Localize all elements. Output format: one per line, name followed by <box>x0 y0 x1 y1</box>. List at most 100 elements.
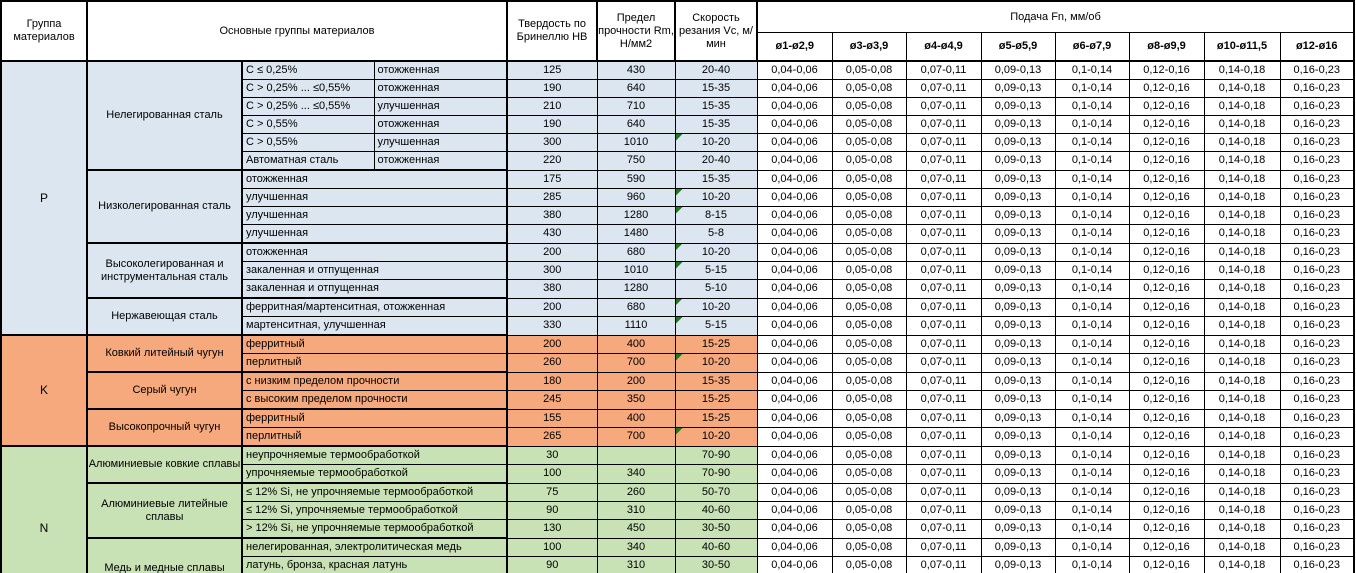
vc-value[interactable]: 10-20 <box>674 297 758 317</box>
feed-value[interactable]: 0,14-0,18 <box>1203 371 1281 391</box>
feed-value[interactable]: 0,1-0,14 <box>1054 188 1130 207</box>
feed-value[interactable]: 0,07-0,11 <box>905 188 982 207</box>
feed-value[interactable]: 0,09-0,13 <box>980 115 1056 134</box>
feed-value[interactable]: 0,16-0,23 <box>1279 261 1355 280</box>
rm-value[interactable]: 1480 <box>596 224 676 244</box>
feed-value[interactable]: 0,16-0,23 <box>1279 169 1355 189</box>
feed-value[interactable]: 0,16-0,23 <box>1279 427 1355 447</box>
feed-value[interactable]: 0,09-0,13 <box>980 97 1056 116</box>
hb-value[interactable]: 175 <box>506 169 598 189</box>
header-feed-title[interactable]: Подача Fn, мм/об <box>756 0 1355 33</box>
feed-value[interactable]: 0,07-0,11 <box>905 279 982 299</box>
group-name[interactable]: Алюминиевые литейные сплавы <box>86 482 243 539</box>
feed-value[interactable]: 0,16-0,23 <box>1279 224 1355 244</box>
feed-value[interactable]: 0,16-0,23 <box>1279 408 1355 428</box>
feed-value[interactable]: 0,16-0,23 <box>1279 279 1355 299</box>
feed-value[interactable]: 0,04-0,06 <box>756 115 833 134</box>
rm-value[interactable]: 710 <box>596 97 676 116</box>
feed-value[interactable]: 0,12-0,16 <box>1128 97 1205 116</box>
vc-value[interactable]: 10-20 <box>674 133 758 152</box>
feed-value[interactable]: 0,14-0,18 <box>1203 242 1281 262</box>
feed-value[interactable]: 0,07-0,11 <box>905 261 982 280</box>
feed-value[interactable]: 0,1-0,14 <box>1054 464 1130 484</box>
feed-value[interactable]: 0,16-0,23 <box>1279 206 1355 225</box>
vc-value[interactable]: 15-35 <box>674 169 758 189</box>
feed-value[interactable]: 0,05-0,08 <box>831 133 907 152</box>
feed-value[interactable]: 0,09-0,13 <box>980 261 1056 280</box>
feed-value[interactable]: 0,1-0,14 <box>1054 79 1130 98</box>
feed-value[interactable]: 0,04-0,06 <box>756 188 833 207</box>
vc-value[interactable]: 20-40 <box>674 151 758 171</box>
feed-value[interactable]: 0,04-0,06 <box>756 60 833 80</box>
feed-value[interactable]: 0,12-0,16 <box>1128 133 1205 152</box>
feed-value[interactable]: 0,14-0,18 <box>1203 169 1281 189</box>
feed-value[interactable]: 0,14-0,18 <box>1203 151 1281 171</box>
feed-value[interactable]: 0,05-0,08 <box>831 151 907 171</box>
feed-value[interactable]: 0,14-0,18 <box>1203 427 1281 447</box>
feed-value[interactable]: 0,05-0,08 <box>831 206 907 225</box>
hb-value[interactable]: 245 <box>506 390 598 410</box>
feed-value[interactable]: 0,05-0,08 <box>831 501 907 520</box>
vc-value[interactable]: 30-50 <box>674 519 758 539</box>
vc-value[interactable]: 30-50 <box>674 556 758 573</box>
feed-value[interactable]: 0,1-0,14 <box>1054 242 1130 262</box>
vc-value[interactable]: 40-60 <box>674 537 758 557</box>
rm-value[interactable]: 450 <box>596 519 676 539</box>
feed-value[interactable]: 0,07-0,11 <box>905 334 982 354</box>
feed-value[interactable]: 0,14-0,18 <box>1203 390 1281 410</box>
section-letter-P[interactable]: P <box>0 60 88 336</box>
feed-value[interactable]: 0,05-0,08 <box>831 519 907 539</box>
hb-value[interactable]: 430 <box>506 224 598 244</box>
feed-value[interactable]: 0,05-0,08 <box>831 115 907 134</box>
hb-value[interactable]: 300 <box>506 133 598 152</box>
material-state[interactable]: улучшенная <box>373 97 508 116</box>
feed-value[interactable]: 0,16-0,23 <box>1279 464 1355 484</box>
rm-value[interactable]: 1280 <box>596 279 676 299</box>
vc-value[interactable]: 10-20 <box>674 353 758 373</box>
feed-value[interactable]: 0,05-0,08 <box>831 60 907 80</box>
feed-value[interactable]: 0,14-0,18 <box>1203 133 1281 152</box>
rm-value[interactable]: 640 <box>596 115 676 134</box>
hb-value[interactable]: 90 <box>506 556 598 573</box>
vc-value[interactable]: 70-90 <box>674 445 758 465</box>
rm-value[interactable]: 340 <box>596 464 676 484</box>
feed-value[interactable]: 0,04-0,06 <box>756 79 833 98</box>
feed-value[interactable]: 0,12-0,16 <box>1128 60 1205 80</box>
feed-value[interactable]: 0,14-0,18 <box>1203 464 1281 484</box>
feed-value[interactable]: 0,1-0,14 <box>1054 556 1130 573</box>
feed-value[interactable]: 0,12-0,16 <box>1128 390 1205 410</box>
vc-value[interactable]: 15-35 <box>674 115 758 134</box>
feed-value[interactable]: 0,12-0,16 <box>1128 519 1205 539</box>
rm-value[interactable]: 750 <box>596 151 676 171</box>
feed-value[interactable]: 0,07-0,11 <box>905 115 982 134</box>
feed-value[interactable]: 0,16-0,23 <box>1279 151 1355 171</box>
feed-value[interactable]: 0,09-0,13 <box>980 353 1056 373</box>
feed-value[interactable]: 0,12-0,16 <box>1128 297 1205 317</box>
feed-value[interactable]: 0,14-0,18 <box>1203 279 1281 299</box>
feed-value[interactable]: 0,07-0,11 <box>905 408 982 428</box>
feed-value[interactable]: 0,14-0,18 <box>1203 353 1281 373</box>
material-state[interactable]: отожженная <box>373 60 508 80</box>
group-name[interactable]: Алюминиевые ковкие сплавы <box>86 445 243 484</box>
feed-value[interactable]: 0,04-0,06 <box>756 537 833 557</box>
feed-value[interactable]: 0,07-0,11 <box>905 464 982 484</box>
feed-value[interactable]: 0,04-0,06 <box>756 445 833 465</box>
feed-value[interactable]: 0,14-0,18 <box>1203 408 1281 428</box>
feed-value[interactable]: 0,12-0,16 <box>1128 279 1205 299</box>
rm-value[interactable]: 430 <box>596 60 676 80</box>
feed-value[interactable]: 0,07-0,11 <box>905 482 982 502</box>
feed-value[interactable]: 0,1-0,14 <box>1054 224 1130 244</box>
material-description[interactable]: перлитный <box>241 427 508 447</box>
feed-value[interactable]: 0,04-0,06 <box>756 206 833 225</box>
feed-value[interactable]: 0,04-0,06 <box>756 408 833 428</box>
rm-value[interactable]: 1110 <box>596 316 676 336</box>
feed-value[interactable]: 0,12-0,16 <box>1128 353 1205 373</box>
hb-value[interactable]: 200 <box>506 334 598 354</box>
vc-value[interactable]: 15-35 <box>674 79 758 98</box>
hb-value[interactable]: 100 <box>506 464 598 484</box>
vc-value[interactable]: 20-40 <box>674 60 758 80</box>
feed-value[interactable]: 0,1-0,14 <box>1054 482 1130 502</box>
material-state[interactable]: отожженная <box>373 79 508 98</box>
feed-value[interactable]: 0,16-0,23 <box>1279 97 1355 116</box>
feed-value[interactable]: 0,07-0,11 <box>905 501 982 520</box>
